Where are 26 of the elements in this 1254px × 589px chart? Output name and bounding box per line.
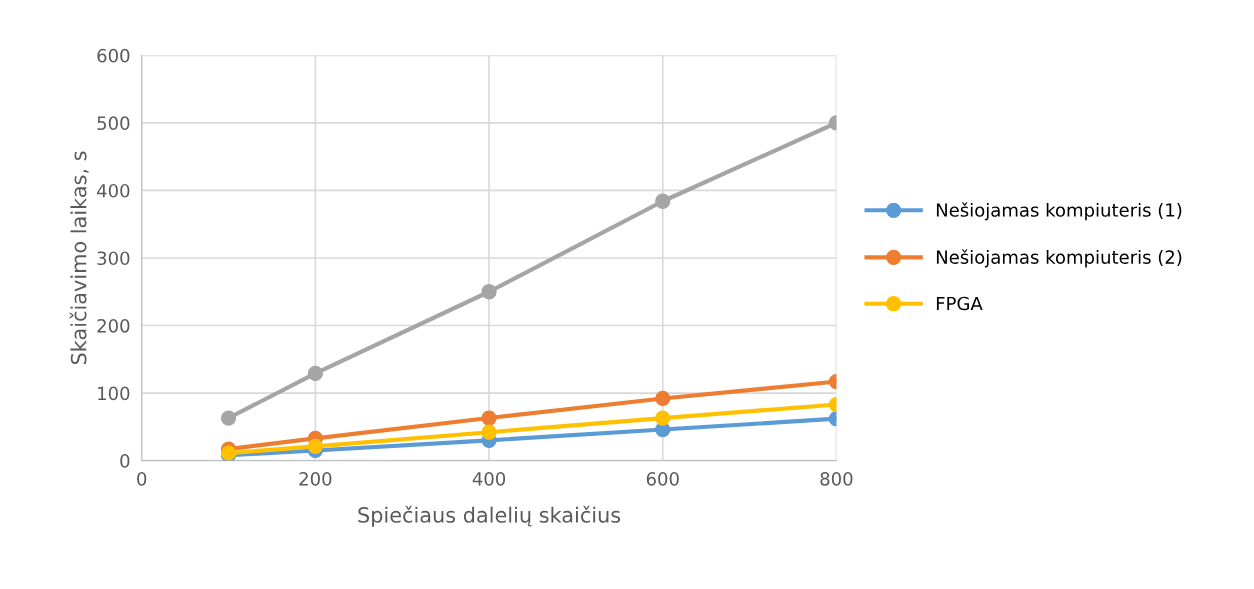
point	[481, 424, 497, 440]
point	[655, 410, 671, 426]
y-axis-title: Skaičiavimo laikas, s	[69, 151, 89, 365]
y-tick-label: 100	[98, 386, 130, 401]
point	[655, 390, 671, 407]
legend-label: FPGA	[936, 296, 983, 311]
y-tick-label: 0	[120, 454, 130, 468]
y-tick-label: 600	[97, 48, 130, 63]
y-tick-label: 500	[97, 116, 130, 131]
legend-label: Nešiojamas kompiuteris (1)	[936, 202, 1182, 221]
legend-label: Nešiojamas kompiuteris (2)	[936, 249, 1182, 268]
y-tick-label: 300	[97, 251, 130, 266]
point	[307, 365, 324, 382]
point	[307, 438, 324, 455]
point	[481, 410, 497, 426]
x-axis-title: Spiečiaus dalelių skaičius	[358, 505, 621, 527]
x-tick-label: 200	[299, 472, 332, 486]
x-tick-label: 0	[137, 472, 147, 486]
x-tick-label: 800	[820, 472, 853, 486]
x-tick-label: 600	[646, 472, 679, 486]
x-tick-label: 400	[472, 472, 506, 486]
y-tick-label: 200	[97, 318, 130, 333]
point	[481, 284, 497, 300]
point	[655, 193, 671, 209]
point	[220, 410, 237, 426]
y-tick-label: 400	[97, 183, 130, 198]
